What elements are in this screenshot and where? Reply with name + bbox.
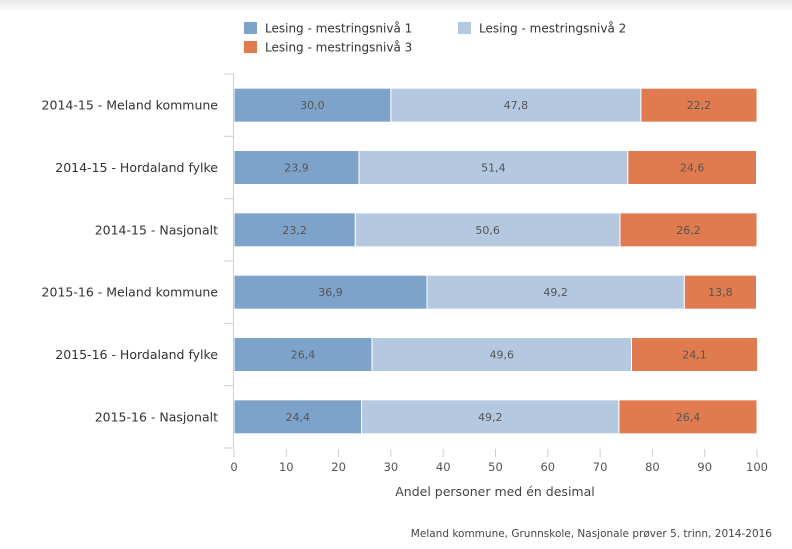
bar-value-label: 22,2 [687,99,712,112]
bar-value-label: 51,4 [481,162,506,175]
bars: 30,0 47,8 22,2 2014-15 - Meland kommune 23,9… [42,87,759,435]
bar-value-label: 26,4 [676,411,701,424]
x-tick-label: 10 [279,460,294,474]
x-tick-label: 90 [697,460,712,474]
legend-swatch-3[interactable] [244,41,257,53]
x-tick-label: 60 [540,460,555,474]
category-label: 2015-16 - Nasjonalt [95,409,218,424]
legend: Lesing - mestringsnivå 1 Lesing - mestrin… [244,22,626,55]
top-shadow [0,0,792,12]
chart-credit: Meland kommune, Grunnskole, Nasjonale pr… [411,528,773,540]
bar-value-label: 23,9 [284,162,309,175]
category-label: 2014-15 - Meland kommune [42,98,219,113]
bar-value-label: 49,2 [543,286,568,299]
x-tick-label: 70 [593,460,608,474]
bar-value-label: 50,6 [475,224,500,237]
bar-segment[interactable] [630,337,759,372]
legend-swatch-2[interactable] [458,22,471,34]
bar-value-label: 26,2 [676,224,701,237]
bar-segment[interactable] [233,212,356,248]
bar-segment[interactable] [390,87,642,123]
bar-value-label: 24,4 [286,411,311,424]
category-label: 2015-16 - Meland kommune [42,285,219,300]
bar-segment[interactable] [683,274,757,310]
legend-label-3[interactable]: Lesing - mestringsnivå 3 [265,41,412,55]
bar-segment[interactable] [233,337,373,372]
x-tick-label: 20 [331,460,346,474]
x-tick-label: 50 [488,460,503,474]
x-tick-label: 80 [645,460,660,474]
legend-label-1[interactable]: Lesing - mestringsnivå 1 [265,22,412,36]
x-tick-label: 0 [230,460,237,474]
bar-value-label: 13,8 [708,286,733,299]
bar-segment[interactable] [371,337,632,372]
x-tick-label: 30 [384,460,399,474]
category-label: 2014-15 - Hordaland fylke [55,160,218,175]
bar-value-label: 26,4 [291,349,316,362]
category-label: 2015-16 - Hordaland fylke [55,347,218,362]
bar-segment[interactable] [354,212,621,248]
bar-value-label: 36,9 [318,286,343,299]
bar-value-label: 47,8 [504,99,529,112]
bar-segment[interactable] [358,150,629,185]
category-label: 2014-15 - Nasjonalt [95,222,218,237]
bar-segment[interactable] [426,274,685,310]
bar-value-label: 49,2 [478,411,503,424]
bar-segment[interactable] [618,399,758,435]
bar-value-label: 30,0 [300,99,325,112]
bar-value-label: 24,6 [680,162,705,175]
bar-value-label: 49,6 [490,349,515,362]
bar-segment[interactable] [233,274,428,310]
bar-value-label: 23,2 [282,224,307,237]
bar-segment[interactable] [627,150,757,185]
bar-segment[interactable] [640,87,758,123]
x-axis-title: Andel personer med én desimal [395,484,594,499]
x-tick-label: 100 [746,460,768,474]
legend-swatch-1[interactable] [244,22,257,34]
axes: 0 10 20 30 40 50 60 70 80 90 100 [224,73,768,474]
bar-value-label: 24,1 [682,349,707,362]
x-tick-label: 40 [436,460,451,474]
bar-segment[interactable] [619,212,758,248]
legend-label-2[interactable]: Lesing - mestringsnivå 2 [479,22,626,36]
